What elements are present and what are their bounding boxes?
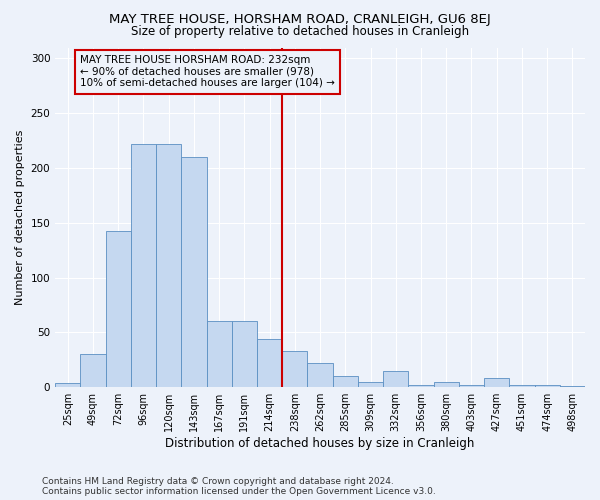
Bar [358, 382, 383, 387]
Bar [257, 339, 282, 387]
Bar [282, 351, 307, 387]
Bar [232, 322, 257, 387]
Bar [383, 371, 409, 387]
Bar [434, 382, 459, 387]
Bar [484, 378, 509, 387]
Bar [409, 385, 434, 387]
Bar [332, 376, 358, 387]
Text: Size of property relative to detached houses in Cranleigh: Size of property relative to detached ho… [131, 25, 469, 38]
Bar [131, 144, 156, 387]
Bar [156, 144, 181, 387]
X-axis label: Distribution of detached houses by size in Cranleigh: Distribution of detached houses by size … [166, 437, 475, 450]
Bar [80, 354, 106, 387]
Bar [181, 157, 206, 387]
Text: MAY TREE HOUSE, HORSHAM ROAD, CRANLEIGH, GU6 8EJ: MAY TREE HOUSE, HORSHAM ROAD, CRANLEIGH,… [109, 12, 491, 26]
Text: MAY TREE HOUSE HORSHAM ROAD: 232sqm
← 90% of detached houses are smaller (978)
1: MAY TREE HOUSE HORSHAM ROAD: 232sqm ← 90… [80, 55, 335, 88]
Bar [307, 363, 332, 387]
Bar [509, 385, 535, 387]
Y-axis label: Number of detached properties: Number of detached properties [15, 130, 25, 305]
Bar [459, 385, 484, 387]
Bar [535, 385, 560, 387]
Text: Contains HM Land Registry data © Crown copyright and database right 2024.
Contai: Contains HM Land Registry data © Crown c… [42, 476, 436, 496]
Bar [560, 386, 585, 387]
Bar [206, 322, 232, 387]
Bar [55, 383, 80, 387]
Bar [106, 230, 131, 387]
